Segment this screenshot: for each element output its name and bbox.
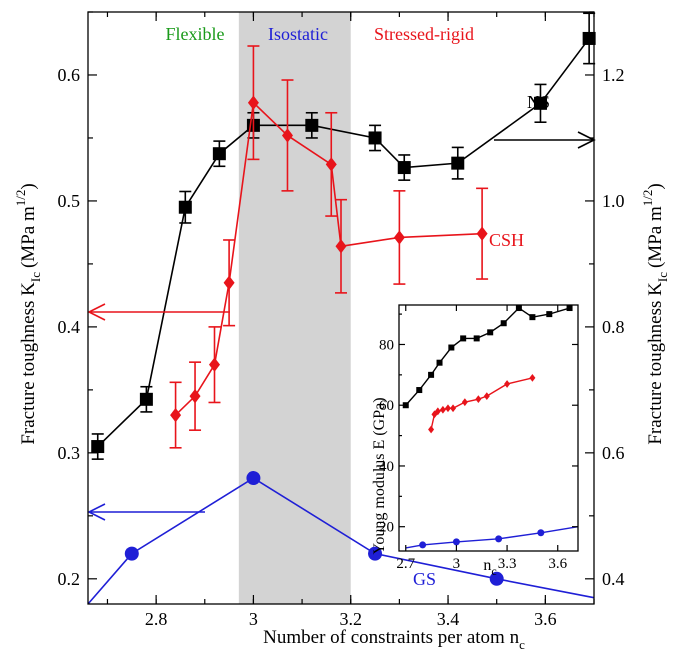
- y-left-tick-label: 0.5: [58, 191, 81, 211]
- y-right-tick-label: 0.4: [602, 569, 625, 589]
- data-point-ns: [397, 161, 411, 175]
- inset-data-point-ns: [473, 335, 480, 342]
- data-point-csh: [281, 128, 293, 143]
- y-axis-label-left: Fracture toughness KIc(MPa m1/2): [13, 183, 43, 444]
- data-point-ns: [91, 440, 105, 454]
- inset-data-point-csh: [450, 404, 457, 413]
- inset-y-tick-label: 80: [379, 337, 394, 353]
- inset-data-point-gs: [495, 535, 503, 543]
- data-point-ns: [451, 156, 465, 170]
- y-right-tick-label: 1.0: [602, 191, 625, 211]
- inset-background: [399, 305, 578, 551]
- data-point-csh: [170, 407, 182, 423]
- inset-x-tick-label: 3.6: [548, 556, 567, 572]
- y-left-tick-label: 0.2: [58, 569, 81, 589]
- y-left-tick-label: 0.6: [58, 65, 81, 85]
- region-label-stressed-rigid: Stressed-rigid: [374, 24, 474, 44]
- inset-data-point-csh: [439, 405, 446, 414]
- gs-axis-arrow-head: [87, 503, 106, 521]
- x-tick-label: 3: [249, 609, 258, 629]
- y-right-tick-label: 0.6: [602, 443, 625, 463]
- y-left-tick-label: 0.4: [58, 317, 81, 337]
- series-line-csh: [175, 101, 483, 416]
- inset-x-tick-label: 3: [453, 556, 461, 572]
- data-point-ns: [533, 96, 547, 110]
- series-label-csh: CSH: [489, 230, 524, 250]
- inset-data-point-csh: [483, 392, 490, 401]
- inset-y-tick-label: 20: [379, 520, 394, 536]
- inset-y-axis-label: Young modulus E (GPa): [371, 397, 388, 554]
- inset-data-point-csh: [475, 395, 482, 404]
- x-tick-label: 2.8: [145, 609, 168, 629]
- y-right-tick-label: 1.2: [602, 65, 625, 85]
- inset-data-point-ns: [460, 335, 467, 342]
- data-point-ns: [178, 200, 192, 214]
- data-point-csh: [247, 95, 259, 110]
- y-right-tick-label: 0.8: [602, 317, 625, 337]
- y-left-tick-label: 0.3: [58, 443, 81, 463]
- plot-frame: [87, 11, 595, 605]
- region-label-flexible: Flexible: [166, 24, 225, 44]
- inset-data-point-ns: [402, 402, 409, 409]
- inset-data-point-csh: [428, 425, 435, 434]
- inset-y-tick-label: 60: [379, 398, 394, 414]
- inset-data-point-csh: [434, 407, 441, 416]
- inset-data-point-ns: [529, 314, 536, 321]
- x-tick-label: 3.6: [534, 609, 557, 629]
- series-label-gs: GS: [413, 569, 436, 589]
- region-label-isostatic: Isostatic: [268, 24, 328, 44]
- inset-frame: [398, 304, 579, 552]
- data-point-ns: [368, 131, 382, 145]
- data-point-csh: [335, 239, 347, 254]
- data-point-gs: [124, 546, 139, 561]
- x-tick-label: 3.4: [437, 609, 460, 629]
- series-label-ns: NS: [527, 92, 550, 112]
- data-point-ns: [212, 147, 226, 161]
- inset-data-point-ns: [546, 311, 553, 318]
- inset-data-point-ns: [487, 329, 494, 336]
- inset-data-point-csh: [504, 380, 511, 388]
- inset-data-point-ns: [515, 305, 522, 312]
- inset-x-axis-label: nc: [483, 557, 496, 578]
- data-point-gs: [246, 471, 261, 486]
- x-axis-label: Number of constraints per atom nc: [263, 627, 525, 652]
- inset-data-point-gs: [419, 541, 427, 549]
- inset-data-point-ns: [448, 344, 455, 351]
- data-point-ns: [139, 392, 153, 406]
- data-point-csh: [393, 230, 405, 245]
- x-tick-label: 3.2: [339, 609, 362, 629]
- data-point-csh: [209, 357, 220, 372]
- data-point-csh: [476, 226, 488, 241]
- isostatic-shaded-region: [238, 12, 351, 604]
- csh-axis-arrow-head: [87, 303, 106, 321]
- inset-data-point-ns: [436, 359, 443, 366]
- inset-data-point-gs: [452, 538, 460, 546]
- inset-data-point-csh: [444, 404, 451, 413]
- data-point-gs: [368, 546, 383, 561]
- inset-y-tick-label: 40: [379, 459, 394, 475]
- data-point-ns: [582, 31, 596, 45]
- inset-data-point-gs: [537, 529, 545, 537]
- inset-data-point-ns: [566, 305, 573, 312]
- inset-data-point-ns: [428, 371, 435, 378]
- data-point-csh: [325, 157, 337, 172]
- y-axis-label-right: Fracture toughness KIc(MPa m1/2): [640, 183, 670, 444]
- data-point-ns: [305, 118, 319, 132]
- inset-x-tick-label: 2.7: [396, 556, 415, 572]
- data-point-csh: [189, 389, 201, 404]
- inset-data-point-ns: [416, 387, 423, 394]
- series-line-gs: [87, 477, 595, 605]
- inset-data-point-ns: [500, 320, 507, 327]
- data-point-gs: [489, 571, 504, 586]
- inset-x-tick-label: 3.3: [498, 556, 517, 572]
- data-point-csh: [223, 275, 235, 290]
- inset-data-point-csh: [529, 373, 536, 382]
- inset-data-point-csh: [461, 398, 468, 407]
